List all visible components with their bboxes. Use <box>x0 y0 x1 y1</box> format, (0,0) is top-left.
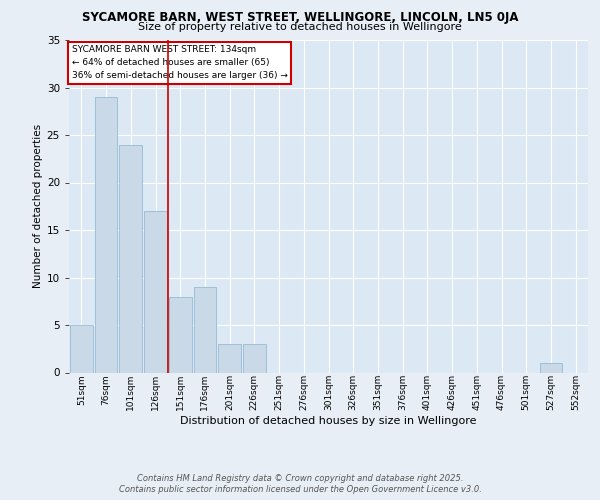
Text: SYCAMORE BARN WEST STREET: 134sqm
← 64% of detached houses are smaller (65)
36% : SYCAMORE BARN WEST STREET: 134sqm ← 64% … <box>71 45 287 80</box>
Bar <box>144 211 167 372</box>
Bar <box>119 144 142 372</box>
Text: SYCAMORE BARN, WEST STREET, WELLINGORE, LINCOLN, LN5 0JA: SYCAMORE BARN, WEST STREET, WELLINGORE, … <box>82 11 518 24</box>
Bar <box>218 344 241 372</box>
Bar <box>70 325 93 372</box>
Text: Contains HM Land Registry data © Crown copyright and database right 2025.: Contains HM Land Registry data © Crown c… <box>137 474 463 483</box>
Bar <box>95 97 118 372</box>
X-axis label: Distribution of detached houses by size in Wellingore: Distribution of detached houses by size … <box>180 416 477 426</box>
Bar <box>243 344 266 372</box>
Y-axis label: Number of detached properties: Number of detached properties <box>32 124 43 288</box>
Text: Contains public sector information licensed under the Open Government Licence v3: Contains public sector information licen… <box>119 485 481 494</box>
Text: Size of property relative to detached houses in Wellingore: Size of property relative to detached ho… <box>138 22 462 32</box>
Bar <box>539 363 562 372</box>
Bar <box>194 287 216 372</box>
Bar <box>169 296 191 372</box>
